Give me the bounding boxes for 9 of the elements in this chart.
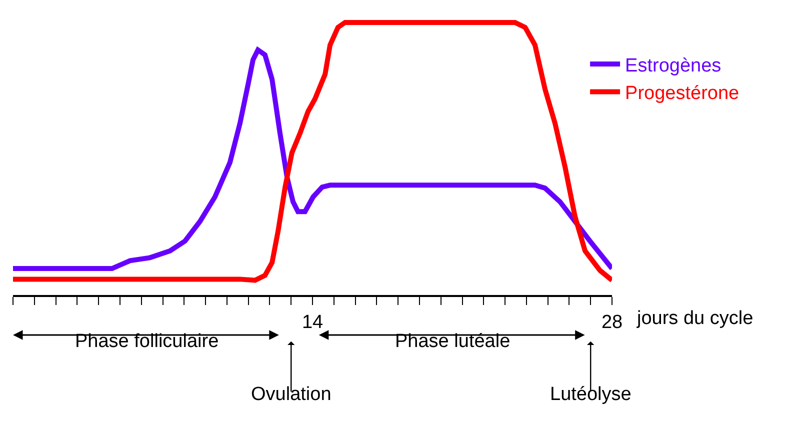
annotation: Lutéolyse [550,384,632,405]
legend-label: Estrogènes [625,55,722,76]
annotation: Ovulation [251,384,332,405]
x-tick-label: 14 [302,312,324,333]
legend-label: Progestérone [625,83,740,104]
text: Phase lutéale [395,331,510,352]
text: Phase folliculaire [75,331,219,352]
x-tick-label: 28 [601,312,623,333]
x-axis-title: jours du cycle [636,308,754,329]
